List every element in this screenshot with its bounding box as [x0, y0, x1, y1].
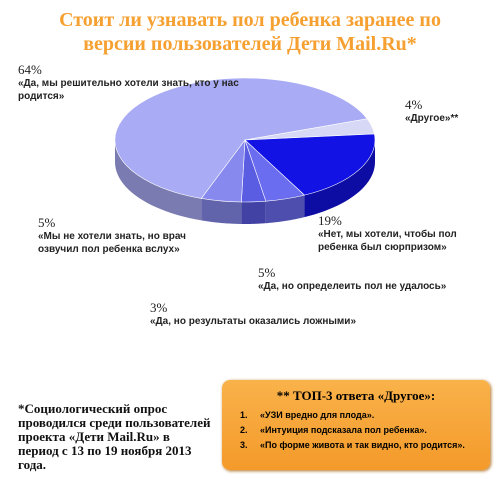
- chart-title: Стоит ли узнавать пол ребенка заранее по…: [59, 9, 441, 55]
- pie-slice: [114, 77, 368, 199]
- category-label: «Да, мы решительно хотели знать, кто у н…: [18, 78, 239, 102]
- value-label: 19%: [318, 213, 342, 228]
- slice-side: [201, 198, 242, 224]
- slice-side: [265, 195, 305, 224]
- value-label: 5%: [258, 265, 276, 280]
- slice-label: 19% «Нет, мы хотели, чтобы пол ребенка бы…: [318, 213, 498, 254]
- value-label: 5%: [38, 215, 56, 230]
- value-label: 3%: [150, 300, 168, 315]
- pie-slice: [244, 133, 376, 196]
- value-label: 4%: [405, 97, 423, 112]
- answer-list: «УЗИ вредно для плода». «Интуиция подска…: [222, 408, 490, 453]
- other-answers-box: ** ТОП-3 ответа «Другое»: «УЗИ вредно дл…: [222, 380, 490, 470]
- slice-side: [115, 140, 202, 221]
- value-label: 64%: [18, 62, 42, 77]
- slice-label: 3% «Да, но результаты оказались ложными»: [150, 300, 390, 328]
- slice-label: 5% «Да, но определеить пол не удалось»: [258, 265, 478, 293]
- slice-label: 4% «Другое»**: [405, 97, 495, 125]
- pie-slice: [200, 139, 246, 203]
- slice-side: [304, 140, 375, 218]
- slice-label: 64% «Да, мы решительно хотели знать, кто …: [18, 62, 248, 103]
- answer: «По форме живота и так видно, кто родитс…: [250, 438, 490, 453]
- category-label: «Да, но определеить пол не удалось»: [258, 281, 447, 292]
- category-label: «Другое»**: [405, 113, 459, 124]
- category-label: «Да, но результаты оказались ложными»: [150, 316, 357, 327]
- category-label: «Мы не хотели знать, но врач озвучил пол…: [38, 231, 186, 255]
- footnote: *Социологический опрос проводился среди …: [18, 401, 211, 472]
- slice-side: [241, 201, 266, 224]
- category-label: «Нет, мы хотели, чтобы пол ребенка был с…: [318, 229, 457, 253]
- box-title: ** ТОП-3 ответа «Другое»:: [276, 388, 436, 403]
- answer: «УЗИ вредно для плода».: [250, 408, 490, 423]
- answer: «Интуиция подсказала пол ребенка».: [250, 423, 490, 438]
- slice-label: 5% «Мы не хотели знать, но врач озвучил п…: [38, 215, 208, 256]
